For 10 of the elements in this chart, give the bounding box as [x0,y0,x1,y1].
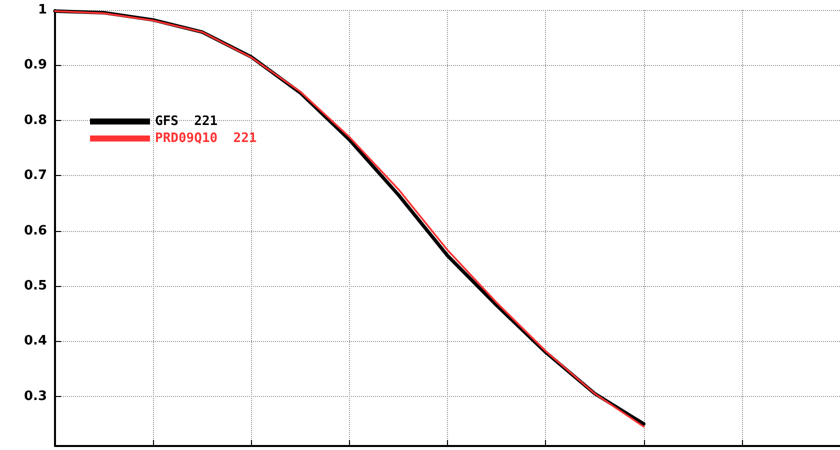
legend-label: PRD09Q10 221 [155,131,257,146]
y-tick-label: 0.6 [24,223,47,238]
y-tick-label: 0.4 [24,334,47,349]
y-tick-label: 0.5 [24,278,47,294]
y-tick-label: 0.7 [24,168,47,184]
y-tick-label: 0.8 [24,112,47,128]
legend-label: GFS 221 [155,114,218,129]
y-tick-label: 0.3 [24,388,47,404]
y-tick-label: 0.9 [24,58,47,73]
y-tick-label: 1 [38,2,47,18]
